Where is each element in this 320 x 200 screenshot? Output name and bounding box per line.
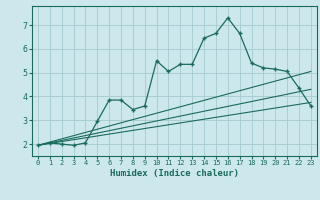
X-axis label: Humidex (Indice chaleur): Humidex (Indice chaleur) (110, 169, 239, 178)
